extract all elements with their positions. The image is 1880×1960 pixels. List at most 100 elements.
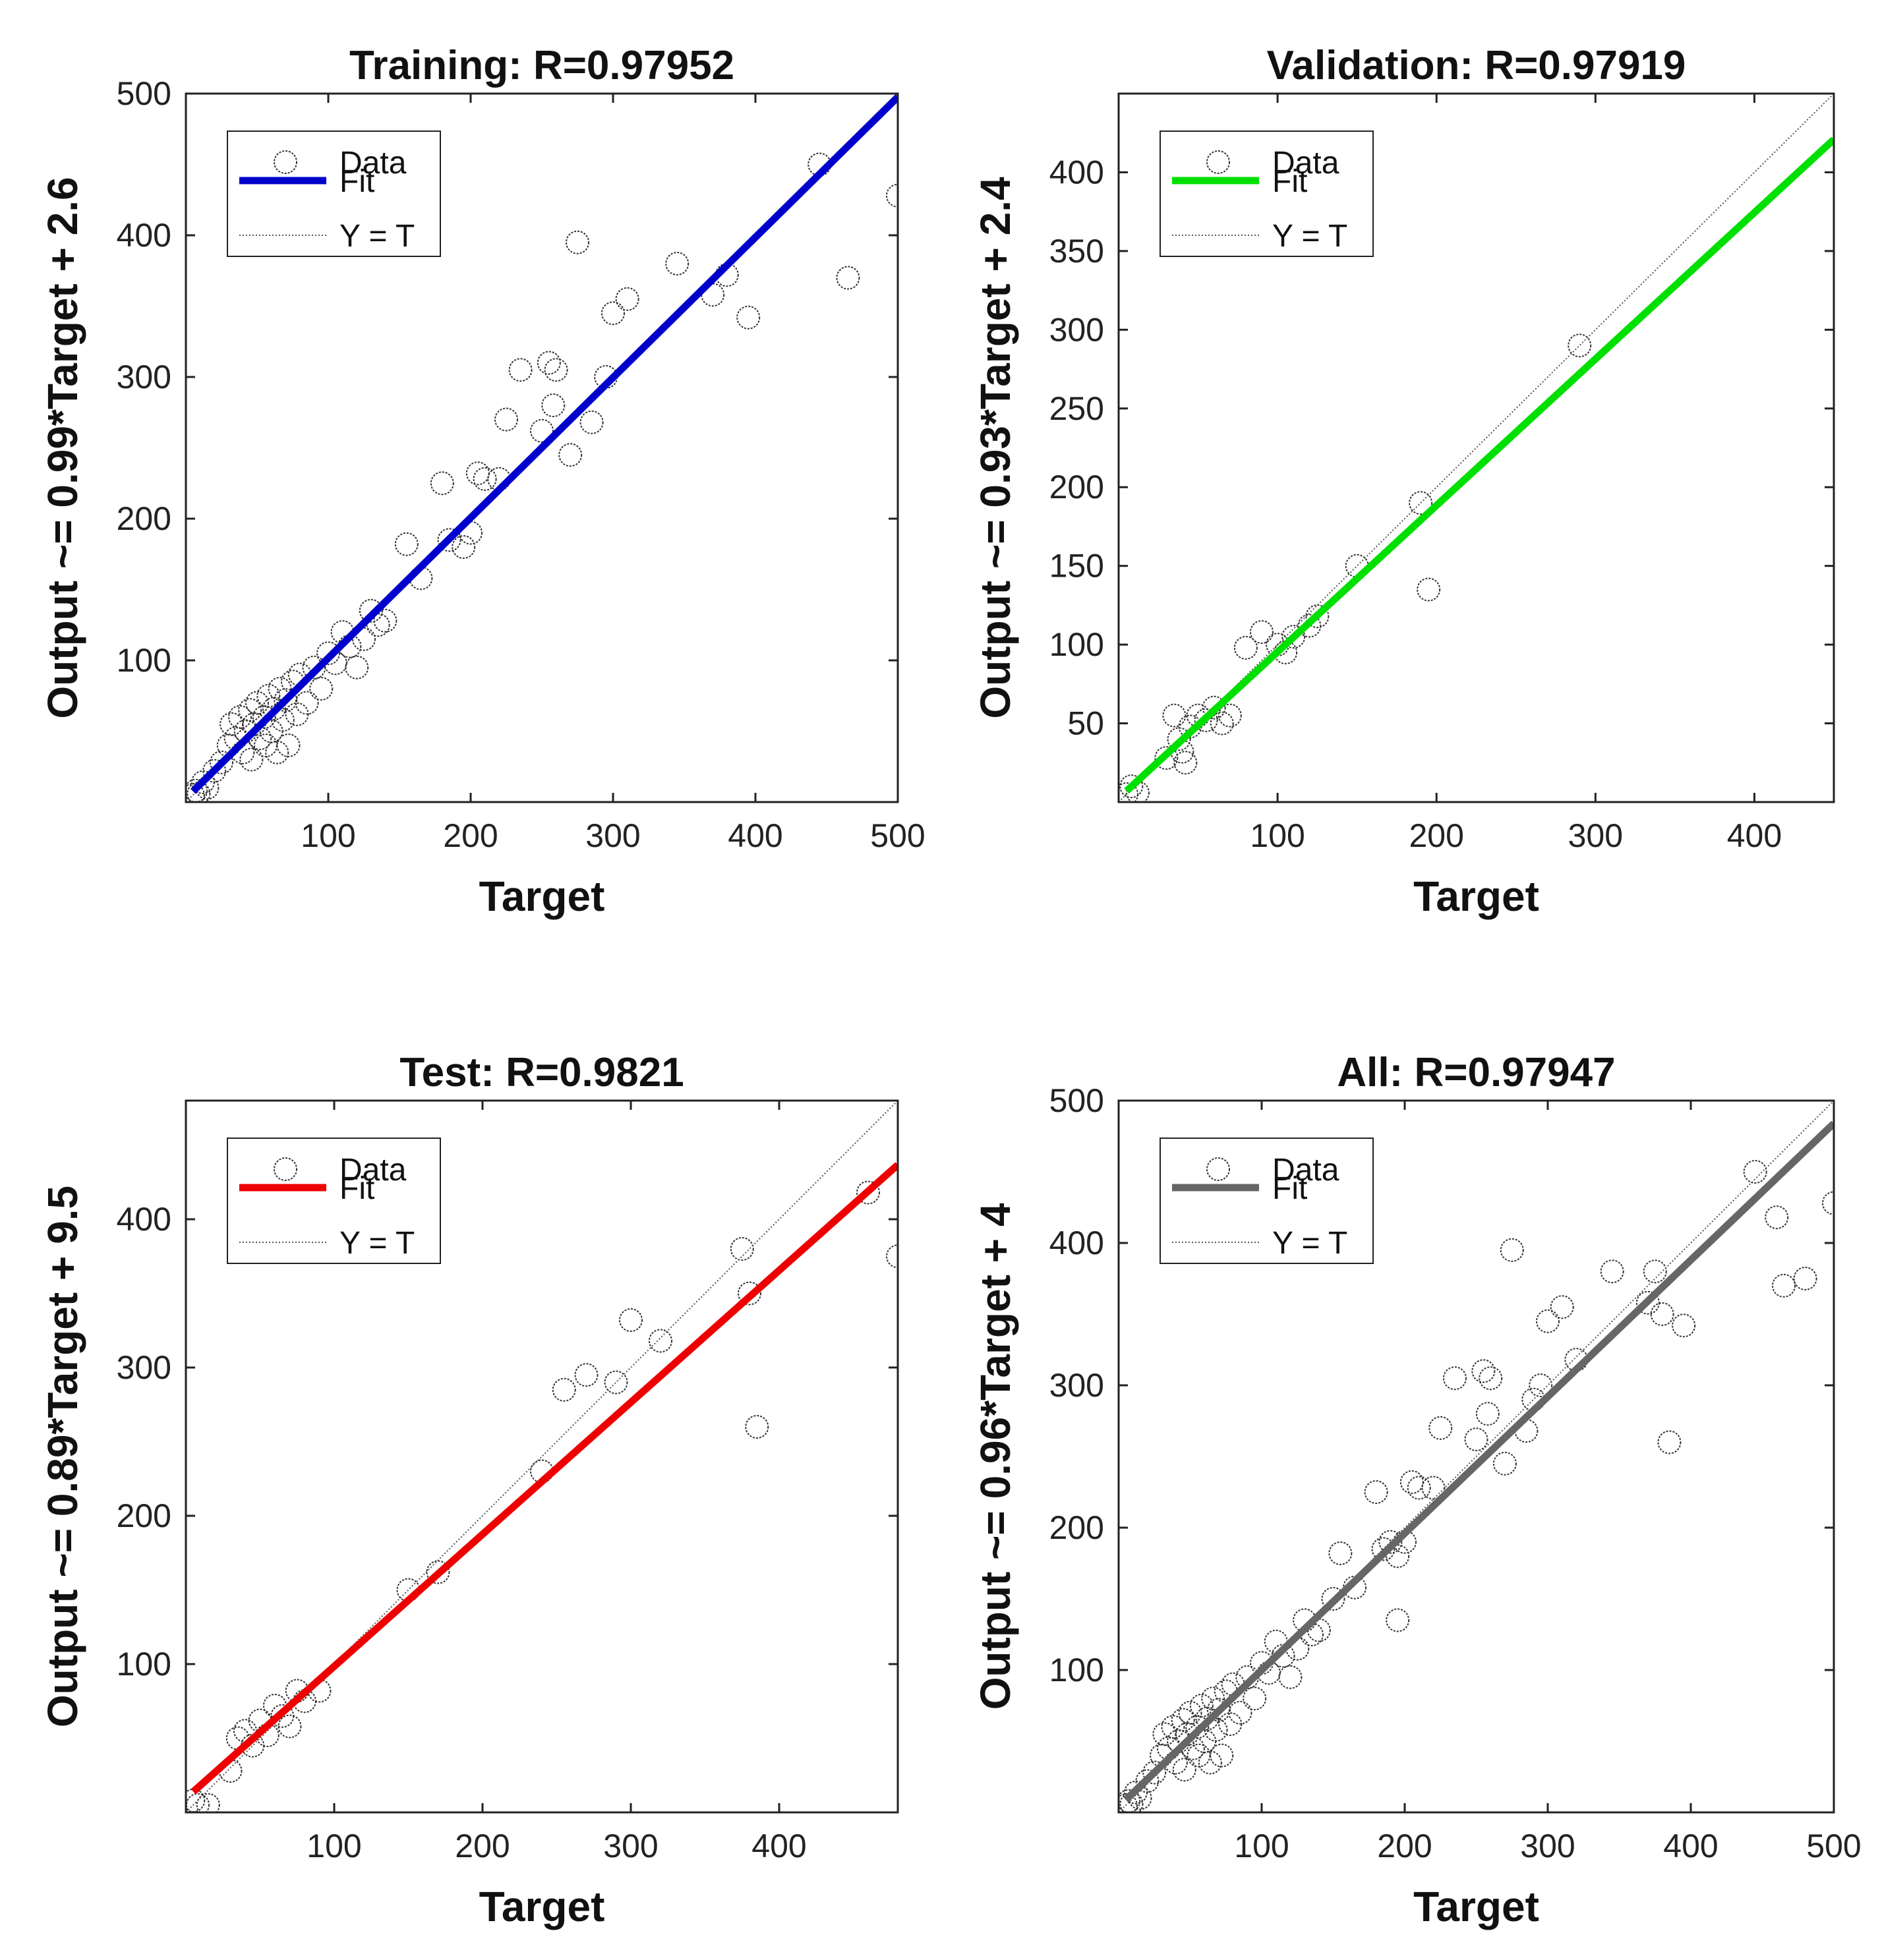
training-x-tick-label: 300 <box>585 817 640 854</box>
training-data-point <box>615 287 639 311</box>
training-data-point <box>195 776 220 800</box>
training-data-point <box>345 655 369 679</box>
all-data-point <box>1475 1402 1500 1426</box>
all-x-tick-label: 500 <box>1806 1828 1861 1864</box>
training-data-point <box>262 697 286 721</box>
training-data-point <box>459 521 483 545</box>
validation-data-point <box>1297 614 1322 638</box>
validation-y-tick-label: 300 <box>1049 311 1104 348</box>
training-data-point <box>473 467 497 491</box>
test-plot-content <box>186 1101 898 1812</box>
all-x-tick-label: 300 <box>1520 1828 1575 1864</box>
training-data-point <box>187 782 211 802</box>
training-data-point <box>270 708 295 732</box>
all-data-point <box>1492 1451 1517 1476</box>
all-data-point <box>1285 1636 1310 1661</box>
test-data-point <box>426 1560 450 1584</box>
training-data-point <box>253 734 278 757</box>
test-data-point <box>856 1180 880 1205</box>
all-data-point <box>1210 1743 1234 1768</box>
validation-data-point <box>1173 751 1198 775</box>
validation-y-tick-label: 100 <box>1049 626 1104 663</box>
validation-y-tick-label: 250 <box>1049 390 1104 427</box>
all-data-point <box>1393 1530 1417 1554</box>
training-axes-box <box>185 92 899 803</box>
test-data-point <box>186 1793 210 1812</box>
validation-y-tick-label: 50 <box>1067 705 1104 742</box>
validation-data-point <box>1154 746 1179 770</box>
all-data-point <box>1201 1686 1225 1711</box>
training-data-point <box>701 283 725 307</box>
training-data-point <box>352 627 376 651</box>
all-data-point <box>1550 1295 1574 1319</box>
validation-y-tick-label: 400 <box>1049 154 1104 190</box>
test-x-tick-label: 300 <box>603 1828 658 1864</box>
all-y-tick-label: 500 <box>1049 1082 1104 1119</box>
training-data-point <box>430 471 454 496</box>
test-data-point <box>307 1679 332 1703</box>
all-data-point <box>1152 1722 1177 1746</box>
test-data-point <box>619 1308 643 1332</box>
test-legend-data-label: Data <box>339 1153 407 1188</box>
training-data-point <box>276 734 301 757</box>
training-x-tick-label: 400 <box>728 817 782 854</box>
test-fit-line <box>191 1162 898 1795</box>
all-data-point <box>1765 1205 1789 1230</box>
training-data-point <box>736 305 761 330</box>
training-data-point <box>186 783 205 802</box>
validation-x-axis-label: Target <box>1413 873 1539 920</box>
validation-y-axis-label: Output ~= 0.93*Target + 2.4 <box>972 177 1019 719</box>
all-data-point <box>1161 1715 1185 1739</box>
training-data-point <box>541 393 566 417</box>
training-data-point <box>665 252 690 275</box>
all-data-point <box>1386 1608 1410 1632</box>
training-data-point <box>231 740 255 764</box>
test-data-point <box>218 1759 243 1783</box>
training-data-point <box>836 266 860 290</box>
all-data-point <box>1378 1530 1403 1554</box>
validation-data-point <box>1119 774 1144 799</box>
all-data-point <box>1479 1366 1503 1391</box>
training-data-point <box>544 358 568 382</box>
training-data-point <box>248 726 272 751</box>
validation-data-point <box>1281 625 1306 649</box>
validation-x-tick-label: 400 <box>1727 817 1782 854</box>
test-y-tick-label: 400 <box>117 1201 171 1238</box>
training-data-point <box>295 691 319 715</box>
training-data-point <box>202 759 227 783</box>
all-data-point <box>1256 1661 1281 1685</box>
training-data-point <box>366 613 390 637</box>
training-legend-fit-label: Fit <box>339 164 374 199</box>
all-data-point <box>1128 1786 1152 1810</box>
all-data-point <box>1299 1623 1324 1646</box>
training-data-point <box>256 683 281 708</box>
test-data-point <box>745 1415 769 1439</box>
test-legend-data-marker <box>274 1157 297 1181</box>
all-data-point <box>1119 1793 1138 1812</box>
training-y-tick-label: 100 <box>117 642 171 679</box>
all-data-point <box>1163 1750 1188 1775</box>
all-data-point <box>1464 1427 1488 1452</box>
all-data-point <box>1650 1302 1674 1326</box>
all-data-point <box>1218 1712 1243 1737</box>
validation-x-tick-label: 300 <box>1568 817 1623 854</box>
training-data-point <box>409 566 433 591</box>
training-x-tick-label: 200 <box>443 817 498 854</box>
test-data-point <box>278 1714 302 1739</box>
training-data-point <box>265 740 289 764</box>
training-data-point <box>530 418 554 443</box>
all-data-point <box>1181 1736 1205 1760</box>
validation-data-point <box>1417 577 1441 602</box>
all-chart: 100 200 300 400 500 100 200 300 400 500 All: R=0.9… <box>972 1050 1862 1930</box>
validation-data-point <box>1119 782 1139 802</box>
all-legend-data-marker <box>1206 1157 1230 1181</box>
validation-fit-line <box>1124 136 1834 794</box>
training-data-point <box>285 702 309 726</box>
all-data-point <box>1500 1238 1524 1262</box>
test-data-point <box>738 1281 761 1306</box>
training-y-tick-label: 300 <box>117 359 171 395</box>
all-data-point <box>1187 1743 1211 1768</box>
test-data-point <box>649 1329 672 1353</box>
